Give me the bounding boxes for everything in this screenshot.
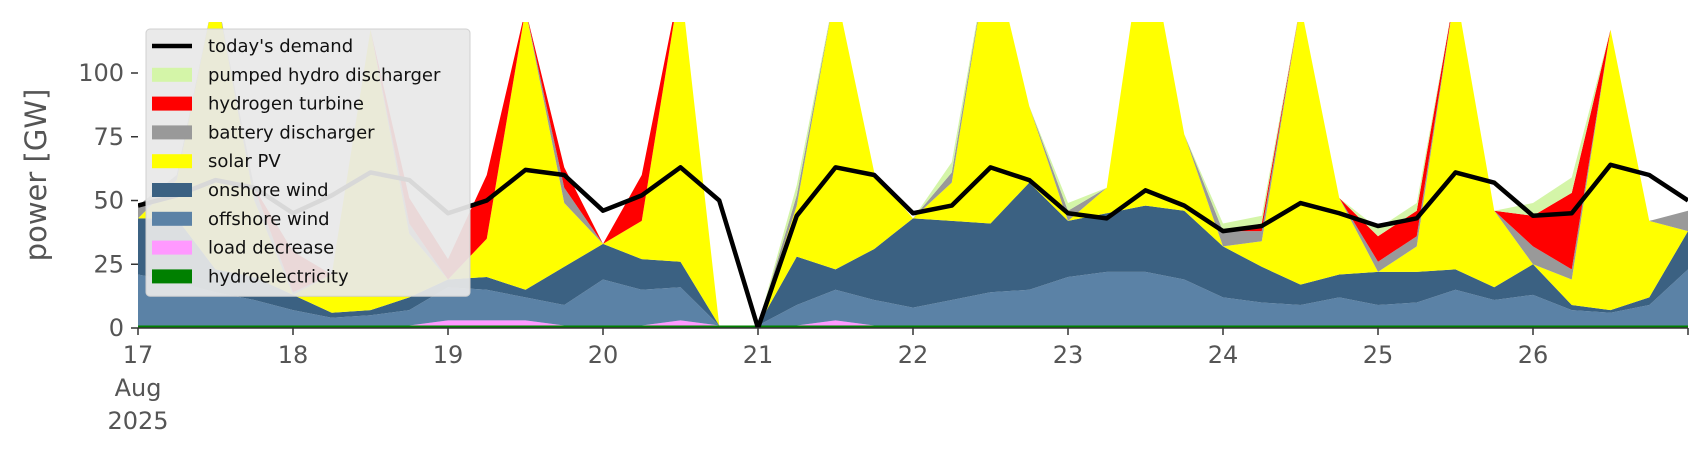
x-tick-label: 21 [743,341,774,369]
y-tick-label: 0 [109,314,124,342]
legend-label-offshore-wind: offshore wind [208,209,330,230]
x-tick-label: 18 [278,341,309,369]
legend-marker-offshore-wind [152,211,192,226]
legend-marker-battery-discharger [152,125,192,140]
y-tick-label: 100 [78,59,124,87]
y-axis-label: power [GW] [19,89,53,262]
y-tick-label: 75 [93,123,124,151]
legend-marker-pumped-hydro-discharger [152,67,192,82]
legend-marker-onshore-wind [152,183,192,197]
legend-label-solar-pv: solar PV [208,151,281,172]
x-tick-label: 2025 [107,407,168,435]
x-tick-label: 22 [898,341,929,369]
area-load-decrease [138,320,1688,326]
y-tick-label: 50 [93,187,124,215]
area-offshore-wind [138,269,1688,326]
x-tick-label: 19 [433,341,464,369]
area-solar-pv [138,22,1688,326]
x-tick-label: Aug [115,374,162,402]
x-tick-label: 20 [588,341,619,369]
legend-label-pumped-hydro-discharger: pumped hydro discharger [208,65,441,86]
legend-label-hydrogen-turbine: hydrogen turbine [208,94,364,115]
legend-background [145,28,471,297]
y-tick-label: 25 [93,250,124,278]
legend-label-hydroelectricity: hydroelectricity [208,266,349,287]
legend-marker-solar-pv [152,154,192,169]
legend-label-onshore-wind: onshore wind [208,180,329,201]
legend-label-load-decrease: load decrease [208,238,334,259]
x-tick-label: 25 [1363,341,1394,369]
legend-marker-hydroelectricity [152,269,192,284]
stacked-areas [138,22,1688,328]
x-tick-label: 23 [1053,341,1084,369]
legend: today's demand pumped hydro discharger hyd… [145,28,471,297]
legend-label-today-s-demand: today's demand [208,36,353,57]
legend-label-battery-discharger: battery discharger [208,122,375,143]
x-tick-label: 24 [1208,341,1239,369]
axes: 17 Aug 2025 18 19 20 21 22 23 24 25 26 0 25 50 75 100 [78,59,1689,435]
legend-marker-load-decrease [152,240,192,255]
x-tick-label: 17 [123,341,154,369]
legend-marker-hydrogen-turbine [152,96,192,111]
x-tick-label: 26 [1518,341,1549,369]
